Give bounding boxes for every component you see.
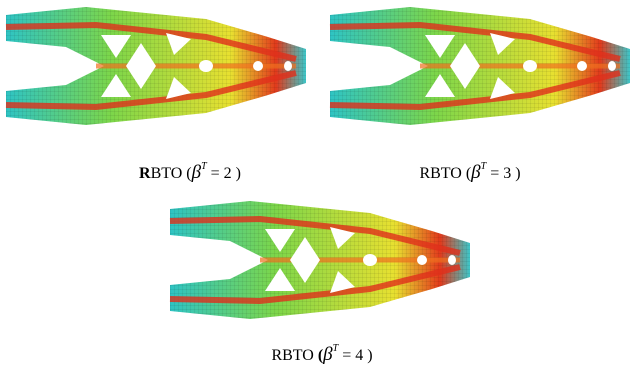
symbol: β <box>191 162 202 183</box>
equation: = 2 ) <box>211 165 241 182</box>
symbol: β <box>470 162 481 183</box>
figure-canvas: RBTO (βT= 2 ) RBTO (βT= 3 ) RBTO (βT= 4 … <box>0 0 634 369</box>
topology-image <box>6 7 306 125</box>
caption-label: BTO <box>430 165 462 182</box>
caption: RBTO (βT= 4 ) <box>271 343 372 365</box>
symbol: β <box>322 344 333 365</box>
caption: RBTO (βT= 3 ) <box>419 161 520 183</box>
caption-initial: R <box>419 165 430 182</box>
topology-image <box>170 201 470 319</box>
figure: RBTO (βT= 2 ) RBTO (βT= 3 ) RBTO (βT= 4 … <box>0 0 634 369</box>
equation: = 4 ) <box>342 347 372 364</box>
equation: = 3 ) <box>490 165 520 182</box>
caption: RBTO (βT= 2 ) <box>139 161 241 183</box>
topology-image <box>330 7 630 125</box>
superscript: T <box>481 161 488 172</box>
caption-initial: R <box>139 165 151 182</box>
superscript: T <box>201 161 208 172</box>
superscript: T <box>333 343 340 354</box>
caption-initial: R <box>271 347 282 364</box>
caption-label: BTO <box>282 347 314 364</box>
caption-label: BTO <box>151 165 183 182</box>
